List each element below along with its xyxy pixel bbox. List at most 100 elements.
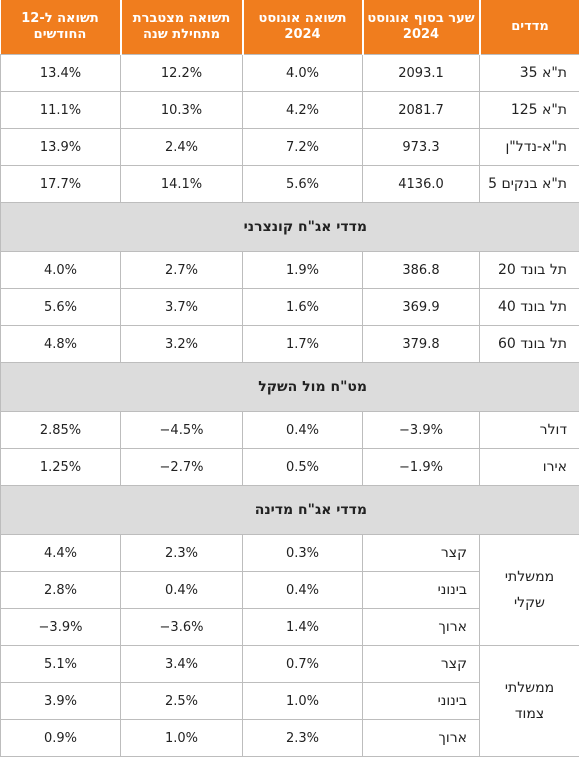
duration-name: בינוני [363, 572, 480, 609]
table-row: ממשלתי שקלי קצר 0.3% 2.3% 4.4% [1, 535, 579, 572]
aug-cell: 0.4% [243, 572, 363, 609]
aug-cell: 0.7% [243, 646, 363, 683]
index-name: תל בונד 20 [480, 252, 579, 289]
section-title: מדדי אג"ח מדינה [1, 486, 579, 535]
group-label-linked: ממשלתי צמוד [480, 646, 579, 757]
group-label-line: ממשלתי [480, 564, 579, 590]
ytd-cell: 2.5% [121, 683, 243, 720]
duration-name: קצר [363, 646, 480, 683]
ytd-cell: −3.6% [121, 609, 243, 646]
group-label-shekel: ממשלתי שקלי [480, 535, 579, 646]
ytd-cell: 10.3% [121, 92, 243, 129]
m12-cell: 2.85% [1, 412, 121, 449]
rate-cell: −3.9% [363, 412, 480, 449]
group-label-line: שקלי [480, 590, 579, 616]
rate-cell: 4136.0 [363, 166, 480, 203]
aug-cell: 0.4% [243, 412, 363, 449]
m12-cell: 13.9% [1, 129, 121, 166]
table-row: תל בונד 20 386.8 1.9% 2.7% 4.0% [1, 252, 579, 289]
m12-cell: 5.1% [1, 646, 121, 683]
ytd-cell: 1.0% [121, 720, 243, 757]
ytd-cell: 0.4% [121, 572, 243, 609]
aug-cell: 1.6% [243, 289, 363, 326]
ytd-cell: 14.1% [121, 166, 243, 203]
aug-cell: 0.3% [243, 535, 363, 572]
m12-cell: 4.4% [1, 535, 121, 572]
table-row: תל בונד 40 369.9 1.6% 3.7% 5.6% [1, 289, 579, 326]
rate-cell: 973.3 [363, 129, 480, 166]
ytd-cell: 3.2% [121, 326, 243, 363]
ytd-cell: −2.7% [121, 449, 243, 486]
aug-cell: 0.5% [243, 449, 363, 486]
index-name: ת"א-נדל"ן [480, 129, 579, 166]
group-label-line: ממשלתי [480, 675, 579, 701]
index-name: ת"א 35 [480, 55, 579, 92]
header-index: מדדים [480, 0, 579, 55]
section-row-government-bonds: מדדי אג"ח מדינה [1, 486, 579, 535]
aug-cell: 2.3% [243, 720, 363, 757]
table-row: ת"א-נדל"ן 973.3 7.2% 2.4% 13.9% [1, 129, 579, 166]
m12-cell: 1.25% [1, 449, 121, 486]
ytd-cell: 2.3% [121, 535, 243, 572]
m12-cell: −3.9% [1, 609, 121, 646]
index-name: תל בונד 60 [480, 326, 579, 363]
table-row: דולר −3.9% 0.4% −4.5% 2.85% [1, 412, 579, 449]
currency-name: אירו [480, 449, 579, 486]
returns-table-container: מדדים שער בסוף אוגוסט 2024 תשואה אוגוסט … [0, 0, 579, 706]
index-name: ת"א בנקים 5 [480, 166, 579, 203]
ytd-cell: 2.4% [121, 129, 243, 166]
header-12m-return: תשואה ל-12 החודשים [1, 0, 121, 55]
m12-cell: 17.7% [1, 166, 121, 203]
section-title: מדדי אג"ח קונצרני [1, 203, 579, 252]
m12-cell: 5.6% [1, 289, 121, 326]
section-title: מט"ח מול השקל [1, 363, 579, 412]
rate-cell: 2081.7 [363, 92, 480, 129]
rate-cell: 2093.1 [363, 55, 480, 92]
table-row: ת"א 35 2093.1 4.0% 12.2% 13.4% [1, 55, 579, 92]
group-label-line: צמוד [480, 701, 579, 727]
rate-cell: 379.8 [363, 326, 480, 363]
aug-cell: 4.0% [243, 55, 363, 92]
header-rate: שער בסוף אוגוסט 2024 [363, 0, 480, 55]
header-row: מדדים שער בסוף אוגוסט 2024 תשואה אוגוסט … [1, 0, 579, 55]
ytd-cell: 3.7% [121, 289, 243, 326]
m12-cell: 3.9% [1, 683, 121, 720]
table-row: אירו −1.9% 0.5% −2.7% 1.25% [1, 449, 579, 486]
section-row-corporate-bonds: מדדי אג"ח קונצרני [1, 203, 579, 252]
ytd-cell: 12.2% [121, 55, 243, 92]
aug-cell: 1.4% [243, 609, 363, 646]
ytd-cell: −4.5% [121, 412, 243, 449]
duration-name: בינוני [363, 683, 480, 720]
index-name: ת"א 125 [480, 92, 579, 129]
m12-cell: 4.8% [1, 326, 121, 363]
duration-name: קצר [363, 535, 480, 572]
table-row: ממשלתי צמוד קצר 0.7% 3.4% 5.1% [1, 646, 579, 683]
table-row: תל בונד 60 379.8 1.7% 3.2% 4.8% [1, 326, 579, 363]
aug-cell: 1.0% [243, 683, 363, 720]
m12-cell: 2.8% [1, 572, 121, 609]
currency-name: דולר [480, 412, 579, 449]
aug-cell: 1.9% [243, 252, 363, 289]
rate-cell: −1.9% [363, 449, 480, 486]
index-name: תל בונד 40 [480, 289, 579, 326]
m12-cell: 13.4% [1, 55, 121, 92]
m12-cell: 0.9% [1, 720, 121, 757]
duration-name: ארוך [363, 720, 480, 757]
table-row: ת"א בנקים 5 4136.0 5.6% 14.1% 17.7% [1, 166, 579, 203]
table-row: ת"א 125 2081.7 4.2% 10.3% 11.1% [1, 92, 579, 129]
aug-cell: 7.2% [243, 129, 363, 166]
m12-cell: 11.1% [1, 92, 121, 129]
rate-cell: 369.9 [363, 289, 480, 326]
duration-name: ארוך [363, 609, 480, 646]
aug-cell: 5.6% [243, 166, 363, 203]
rate-cell: 386.8 [363, 252, 480, 289]
header-aug-return: תשואה אוגוסט 2024 [243, 0, 363, 55]
aug-cell: 4.2% [243, 92, 363, 129]
header-ytd-return: תשואה מצטברת מתחילת שנה [121, 0, 243, 55]
m12-cell: 4.0% [1, 252, 121, 289]
ytd-cell: 3.4% [121, 646, 243, 683]
ytd-cell: 2.7% [121, 252, 243, 289]
aug-cell: 1.7% [243, 326, 363, 363]
section-row-fx: מט"ח מול השקל [1, 363, 579, 412]
